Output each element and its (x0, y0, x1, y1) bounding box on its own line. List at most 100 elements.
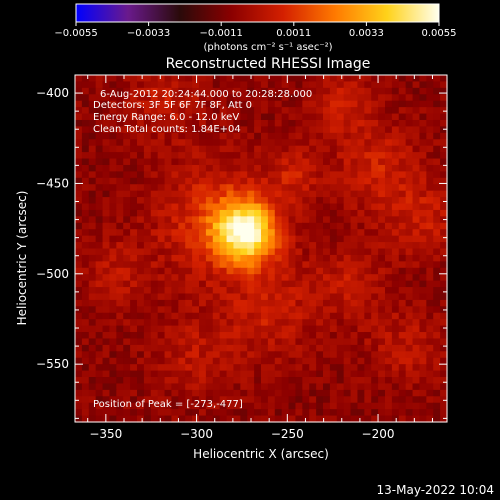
heatmap-cell (336, 280, 345, 288)
heatmap-cell (357, 389, 365, 397)
heatmap-cell (426, 152, 434, 160)
heatmap-cell (226, 364, 235, 372)
heatmap-cell (267, 242, 276, 250)
heatmap-cell (240, 164, 248, 172)
heatmap-cell (371, 75, 379, 83)
heatmap-cell (267, 287, 276, 295)
heatmap-cell (219, 190, 228, 198)
heatmap-cell (226, 377, 235, 385)
heatmap-cell (405, 113, 414, 121)
heatmap-cell (75, 415, 83, 423)
heatmap-cell (226, 184, 235, 192)
heatmap-cell (178, 377, 186, 385)
heatmap-cell (150, 261, 159, 269)
heatmap-cell (240, 75, 248, 83)
heatmap-cell (75, 139, 83, 147)
heatmap-cell (329, 248, 338, 256)
heatmap-cell (295, 164, 303, 172)
heatmap-cell (150, 203, 159, 211)
heatmap-cell (350, 319, 359, 327)
heatmap-cell (157, 415, 166, 423)
heatmap-cell (123, 113, 131, 121)
heatmap-cell (405, 287, 414, 295)
heatmap-cell (212, 396, 221, 404)
heatmap-cell (419, 254, 427, 262)
heatmap-cell (295, 402, 303, 410)
heatmap-cell (357, 81, 365, 89)
heatmap-cell (178, 306, 186, 314)
heatmap-cell (75, 357, 83, 365)
heatmap-cell (137, 235, 145, 243)
heatmap-cell (371, 190, 379, 198)
heatmap-cell (398, 235, 407, 243)
heatmap-cell (323, 203, 331, 211)
heatmap-cell (247, 344, 255, 352)
heatmap-cell (426, 94, 434, 102)
heatmap-cell (302, 319, 310, 327)
heatmap-cell (171, 100, 179, 108)
heatmap-cell (205, 338, 214, 346)
heatmap-cell (357, 139, 365, 147)
heatmap-cell (157, 274, 166, 282)
heatmap-cell (433, 254, 441, 262)
heatmap-cell (433, 81, 441, 89)
heatmap-cell (350, 197, 359, 205)
heatmap-cell (343, 261, 352, 269)
heatmap-cell (116, 254, 124, 262)
heatmap-cell (254, 357, 262, 365)
heatmap-cell (371, 152, 379, 160)
heatmap-cell (316, 229, 324, 237)
heatmap-cell (130, 75, 138, 83)
heatmap-cell (350, 274, 359, 282)
heatmap-cell (426, 312, 434, 320)
heatmap-cell (391, 164, 400, 172)
heatmap-cell (247, 306, 255, 314)
heatmap-cell (157, 94, 166, 102)
heatmap-cell (281, 119, 290, 128)
heatmap-cell (240, 325, 248, 333)
heatmap-cell (281, 235, 290, 243)
heatmap-cell (281, 319, 290, 327)
heatmap-cell (233, 216, 241, 224)
heatmap-cell (157, 357, 166, 365)
heatmap-cell (371, 357, 379, 365)
heatmap-cell (157, 132, 166, 140)
heatmap-cell (185, 139, 193, 147)
heatmap-cell (95, 164, 104, 172)
heatmap-cell (192, 229, 200, 237)
heatmap-cell (81, 119, 90, 128)
heatmap-cell (316, 87, 324, 95)
heatmap-cell (81, 415, 90, 423)
heatmap-cell (88, 190, 97, 198)
heatmap-cell (261, 409, 269, 417)
heatmap-cell (254, 152, 262, 160)
heatmap-cell (254, 293, 262, 301)
heatmap-cell (254, 338, 262, 346)
heatmap-cell (95, 344, 104, 352)
heatmap-cell (102, 184, 111, 192)
heatmap-cell (323, 383, 331, 391)
heatmap-cell (412, 139, 421, 147)
heatmap-cell (357, 364, 365, 372)
heatmap-cell (405, 107, 414, 115)
heatmap-cell (350, 190, 359, 198)
heatmap-cell (412, 158, 421, 166)
heatmap-cell (261, 274, 269, 282)
heatmap-cell (295, 197, 303, 205)
heatmap-cell (75, 364, 83, 372)
heatmap-cell (426, 351, 434, 359)
heatmap-cell (357, 177, 365, 185)
heatmap-cell (274, 242, 283, 250)
heatmap-cell (433, 94, 441, 102)
heatmap-cell (254, 158, 262, 166)
heatmap-cell (385, 139, 393, 147)
heatmap-cell (398, 132, 407, 140)
heatmap-cell (433, 299, 441, 307)
heatmap-cell (150, 396, 159, 404)
heatmap-cell (309, 222, 317, 230)
heatmap-cell (440, 293, 448, 301)
heatmap-cell (254, 229, 262, 237)
heatmap-cell (102, 152, 111, 160)
heatmap-cell (150, 184, 159, 192)
heatmap-cell (185, 235, 193, 243)
